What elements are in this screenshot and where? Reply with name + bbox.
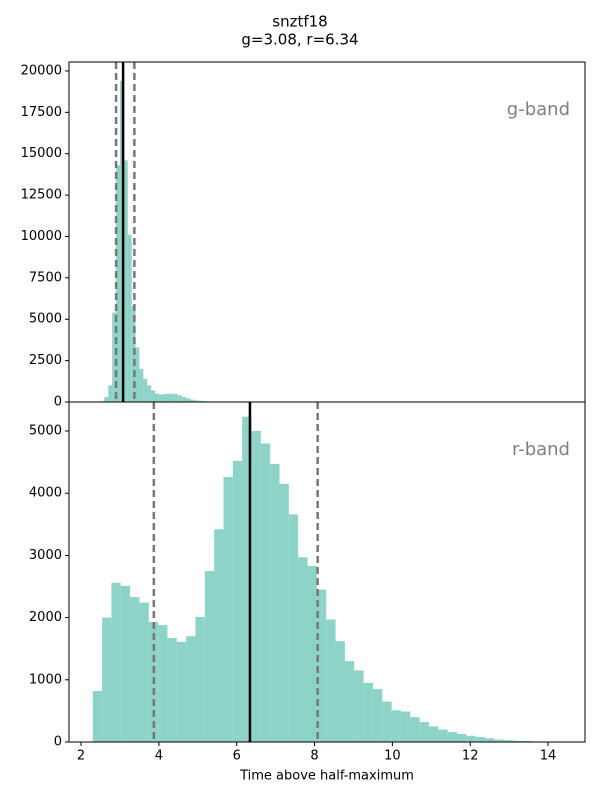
histogram-bar (354, 670, 363, 742)
histogram-bar (448, 732, 457, 742)
histogram-bar (143, 379, 147, 402)
histogram-bar (139, 369, 143, 402)
y-tick-label: 0 (54, 735, 62, 750)
histogram-bar (151, 390, 155, 402)
histogram-bar (121, 586, 130, 742)
histogram-bar (373, 689, 382, 742)
y-tick-label: 17500 (21, 105, 62, 120)
y-tick-label: 1000 (29, 672, 62, 687)
y-tick-label: 3000 (29, 548, 62, 563)
y-tick-label: 15000 (21, 146, 62, 161)
x-tick-label: 14 (540, 749, 557, 764)
histogram-bar (163, 394, 167, 402)
y-tick-label: 0 (54, 395, 62, 410)
histogram-bar (485, 738, 494, 742)
histogram-bar (130, 597, 139, 742)
histogram-bar (261, 443, 270, 742)
histogram-bar (252, 431, 261, 742)
histogram-bar (167, 394, 171, 402)
x-tick-label: 4 (155, 749, 163, 764)
histogram-bar (457, 734, 466, 742)
histogram-bar (159, 395, 163, 402)
histogram-bar (401, 712, 410, 742)
histogram-bar (364, 683, 373, 742)
histogram-bar (270, 464, 279, 742)
histogram-bar (392, 710, 401, 742)
histogram-bar (158, 625, 167, 742)
histogram-bar (177, 642, 186, 742)
histogram-bar (429, 726, 438, 742)
histogram-bar (382, 702, 391, 742)
panel-annotation: r-band (512, 439, 570, 460)
histogram-bar (280, 484, 289, 742)
histogram-bar (298, 557, 307, 742)
histogram-bar (186, 398, 190, 402)
figure-title: snztf18 (272, 13, 327, 31)
histogram-bar (128, 235, 132, 402)
histogram-bar (147, 385, 151, 402)
histogram-bar (167, 638, 176, 742)
histogram-bar (326, 619, 335, 742)
histogram-bar (476, 737, 485, 742)
x-tick-label: 12 (462, 749, 479, 764)
histogram-bar (214, 529, 223, 742)
histogram-bar (186, 636, 195, 742)
histogram-bar (155, 394, 159, 402)
y-tick-label: 4000 (29, 486, 62, 501)
histogram-bar (171, 394, 175, 402)
histogram-bar (205, 571, 214, 742)
histogram-bar (410, 717, 419, 742)
figure-subtitle: g=3.08, r=6.34 (241, 31, 358, 49)
histogram-bar (174, 394, 178, 402)
histogram-bar (195, 617, 204, 742)
histogram-bar (223, 477, 232, 742)
histogram-bar (139, 603, 148, 742)
y-tick-label: 12500 (21, 188, 62, 203)
x-tick-label: 6 (233, 749, 241, 764)
y-tick-label: 10000 (21, 229, 62, 244)
x-tick-label: 2 (77, 749, 85, 764)
y-tick-label: 2000 (29, 610, 62, 625)
histogram-bar (93, 691, 102, 742)
y-tick-label: 20000 (21, 63, 62, 78)
histogram-bar (104, 397, 108, 402)
y-tick-label: 2500 (29, 353, 62, 368)
x-tick-label: 8 (310, 749, 318, 764)
histogram-bar (345, 661, 354, 742)
histogram-bar (182, 397, 186, 402)
histogram-bar (438, 730, 447, 742)
histogram-bar (124, 160, 128, 402)
histogram-bar (178, 395, 182, 402)
histogram-bar (233, 461, 242, 742)
y-tick-label: 5000 (29, 423, 62, 438)
histogram-bar (289, 514, 298, 742)
histogram-bar (102, 618, 111, 742)
x-axis-label: Time above half-maximum (239, 769, 414, 784)
histogram-bar (111, 583, 120, 742)
histogram-bar (108, 385, 112, 402)
panel-annotation: g-band (507, 99, 570, 120)
histogram-bar (136, 347, 140, 402)
y-tick-label: 5000 (29, 312, 62, 327)
histogram-bar (466, 736, 475, 742)
x-tick-label: 10 (384, 749, 401, 764)
histogram-bar (420, 722, 429, 742)
histogram-bar (336, 641, 345, 742)
y-tick-label: 7500 (29, 270, 62, 285)
histogram-bar (308, 566, 317, 742)
